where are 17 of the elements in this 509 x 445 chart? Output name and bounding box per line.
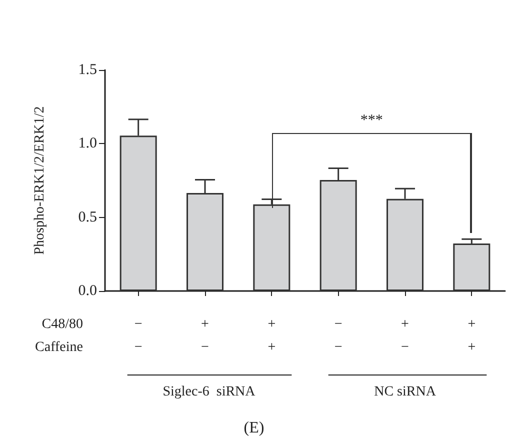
- y-tick-label: 1.0: [78, 136, 97, 152]
- text: (E): [244, 420, 264, 436]
- x-tick-label: + −: [201, 317, 210, 355]
- y-tick-label: 0.0: [78, 283, 97, 299]
- x-tick-label: + +: [468, 317, 476, 355]
- x-tick-label: + −: [401, 317, 410, 355]
- y-tick-label: 0.5: [78, 209, 97, 226]
- text: NC siRNA: [374, 384, 437, 400]
- text: Caffeine: [35, 340, 83, 355]
- x-tick-label: − −: [134, 317, 142, 355]
- x-tick-label: + +: [268, 317, 276, 355]
- annotation: ***: [360, 112, 383, 129]
- text: Siglec-6 siRNA: [162, 384, 256, 400]
- x-tick-label: − −: [334, 317, 342, 355]
- y-tick-label: 1.5: [78, 62, 97, 78]
- y-axis-title: Phospho-ERK1/2/ERK1/2: [32, 106, 48, 255]
- text: C48/80: [42, 317, 83, 332]
